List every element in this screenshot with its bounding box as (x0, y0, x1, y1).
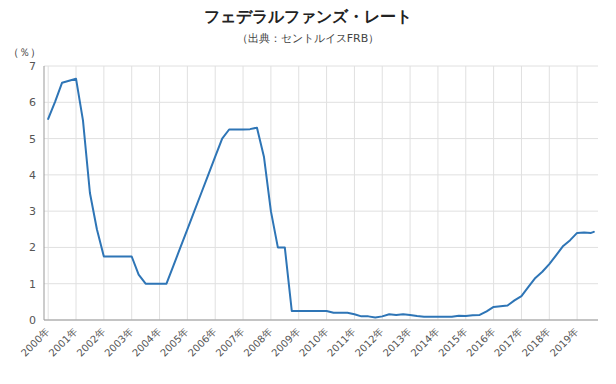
x-grid-line (215, 66, 216, 320)
x-grid-line (131, 66, 132, 320)
plot-area (48, 79, 594, 318)
grid (44, 66, 598, 320)
x-grid-line (243, 66, 244, 320)
y-tick-label: 3 (29, 205, 36, 218)
x-grid-line (76, 66, 77, 320)
x-grid-line (326, 66, 327, 320)
x-grid-line (354, 66, 355, 320)
x-grid-line (48, 66, 49, 320)
x-tick-label: 2001年 (47, 326, 80, 359)
y-grid-line (44, 66, 598, 67)
x-tick-label: 2009年 (269, 326, 302, 359)
x-tick-label: 2000年 (19, 326, 52, 359)
chart-container: フェデラルファンズ・レート （出典：セントルイスFRB） （％） 0 1 2 3 4 5 6 7 20… (0, 0, 616, 384)
x-tick-label: 2019年 (548, 326, 581, 359)
x-grid-line (382, 66, 383, 320)
y-tick-label: 1 (29, 278, 36, 291)
y-tick-label: 7 (29, 60, 36, 73)
x-grid-line (493, 66, 494, 320)
subtitle: （出典：セントルイスFRB） (237, 32, 380, 45)
x-tick-label: 2018年 (520, 326, 553, 359)
x-grid-line (577, 66, 578, 320)
x-tick-label: 2016年 (464, 326, 497, 359)
x-tick-label: 2012年 (353, 326, 386, 359)
x-grid-line (298, 66, 299, 320)
x-tick-label: 2003年 (102, 326, 135, 359)
y-grid-line (44, 283, 598, 284)
x-tick-label: 2013年 (381, 326, 414, 359)
y-grid-line (44, 102, 598, 103)
x-grid-line (410, 66, 411, 320)
title: フェデラルファンズ・レート (204, 7, 412, 26)
x-tick-label: 2014年 (409, 326, 442, 359)
x-tick-label: 2004年 (130, 326, 163, 359)
x-grid-line (521, 66, 522, 320)
x-tick-label: 2015年 (436, 326, 469, 359)
y-tick-label: 4 (29, 169, 36, 182)
y-tick-label: 0 (29, 314, 36, 327)
y-grid-line (44, 247, 598, 248)
x-grid-line (159, 66, 160, 320)
y-tick-label: 2 (29, 241, 36, 254)
x-tick-label: 2011年 (325, 326, 358, 359)
x-grid-line (103, 66, 104, 320)
x-grid-line (549, 66, 550, 320)
y-tick-label: 6 (29, 96, 36, 109)
y-axis-label: （％） (8, 46, 41, 59)
x-grid-line (270, 66, 271, 320)
y-grid-line (44, 211, 598, 212)
x-axis-line (44, 320, 598, 321)
axes: 012345672000年2001年2002年2003年2004年2005年20… (19, 60, 598, 359)
x-tick-label: 2005年 (158, 326, 191, 359)
chart: フェデラルファンズ・レート （出典：セントルイスFRB） （％） 0 1 2 3 4 5 6 7 20… (0, 0, 616, 384)
x-tick-label: 2010年 (297, 326, 330, 359)
x-tick-label: 2006年 (186, 326, 219, 359)
data-line (48, 79, 594, 318)
y-tick-label: 5 (29, 133, 36, 146)
x-tick-label: 2008年 (242, 326, 275, 359)
x-tick-label: 2007年 (214, 326, 247, 359)
x-grid-line (187, 66, 188, 320)
x-tick-label: 2017年 (492, 326, 525, 359)
x-grid-line (437, 66, 438, 320)
y-grid-line (44, 174, 598, 175)
y-grid-line (44, 138, 598, 139)
x-grid-line (465, 66, 466, 320)
x-tick-label: 2002年 (75, 326, 108, 359)
y-grid-line (44, 320, 598, 321)
y-axis-line (44, 66, 45, 320)
